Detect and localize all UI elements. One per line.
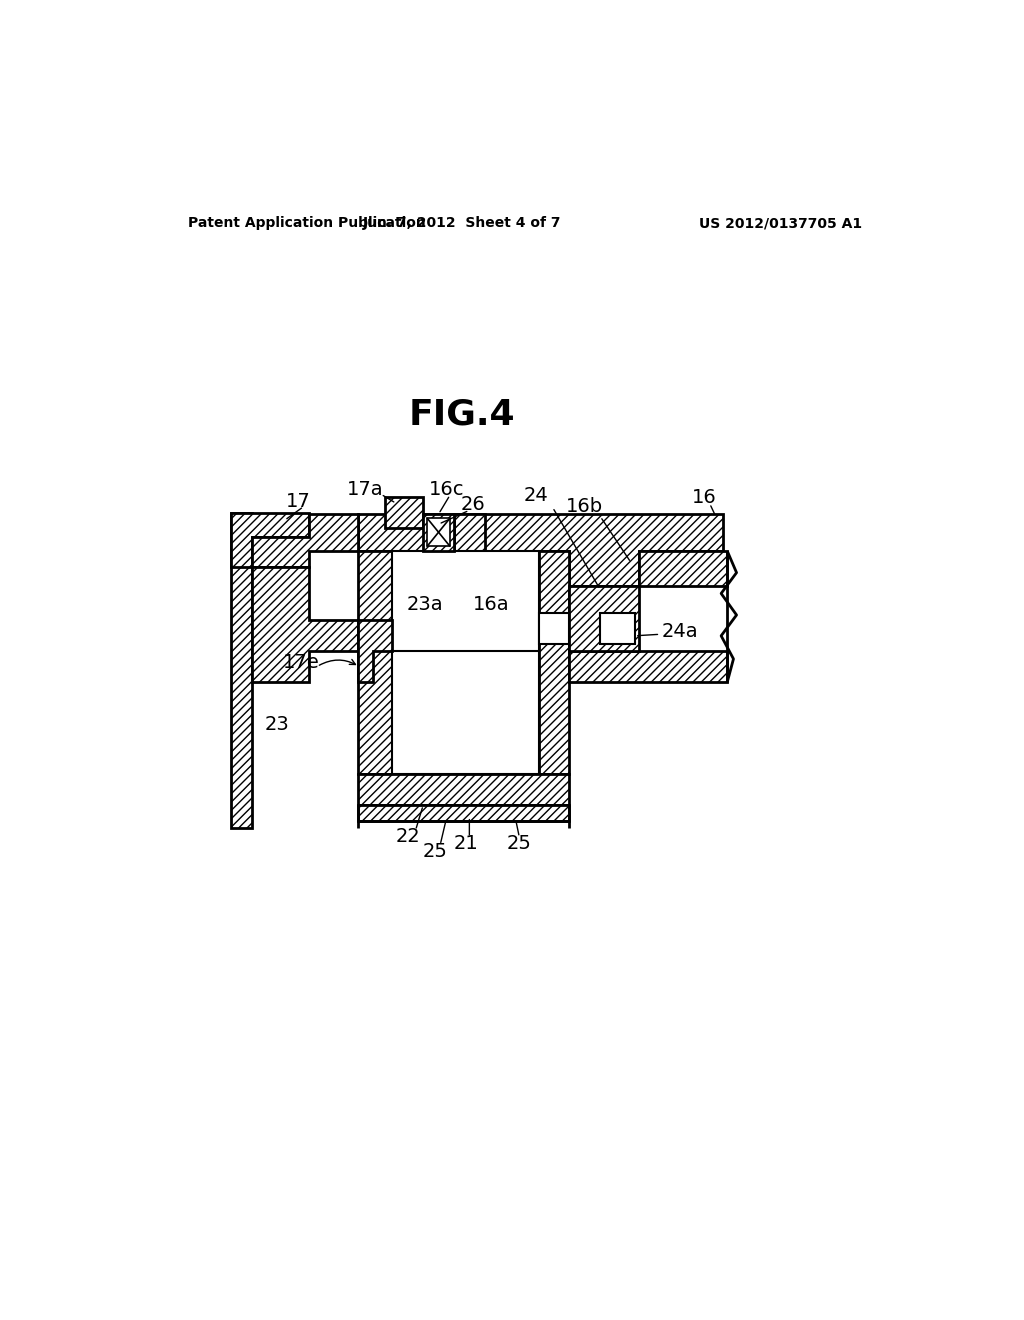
Text: 22: 22 [395,826,420,846]
Polygon shape [357,552,392,775]
Text: Patent Application Publication: Patent Application Publication [188,216,426,230]
Polygon shape [357,775,569,805]
Text: 16c: 16c [428,480,464,499]
Polygon shape [539,552,569,775]
Polygon shape [639,552,727,586]
Text: 16: 16 [692,487,717,507]
Polygon shape [569,651,727,682]
Polygon shape [357,620,392,682]
Polygon shape [357,515,724,586]
Text: 21: 21 [454,834,478,853]
Text: 25: 25 [422,842,447,861]
Bar [539,612,569,644]
Text: FIG.4: FIG.4 [409,397,515,432]
Polygon shape [454,515,484,552]
Text: 23a: 23a [407,595,442,615]
Text: 16a: 16a [473,595,510,615]
Bar [600,612,635,644]
Polygon shape [230,512,309,566]
Bar [427,517,451,546]
Text: 25: 25 [507,834,531,853]
Text: 17a: 17a [347,480,384,499]
Text: 24a: 24a [662,623,698,642]
Bar [392,552,539,775]
Text: Jun. 7, 2012  Sheet 4 of 7: Jun. 7, 2012 Sheet 4 of 7 [362,216,561,230]
Text: 23: 23 [264,715,289,734]
Polygon shape [423,515,454,552]
Text: 17e: 17e [283,653,319,672]
Polygon shape [252,515,357,566]
Polygon shape [357,805,569,821]
Polygon shape [569,586,639,651]
Polygon shape [252,566,357,682]
Text: 26: 26 [461,495,485,515]
Text: 16b: 16b [566,496,603,516]
Text: US 2012/0137705 A1: US 2012/0137705 A1 [699,216,862,230]
Polygon shape [385,498,423,528]
Text: 24: 24 [524,486,549,506]
Text: 17: 17 [286,491,311,511]
Polygon shape [230,512,252,829]
